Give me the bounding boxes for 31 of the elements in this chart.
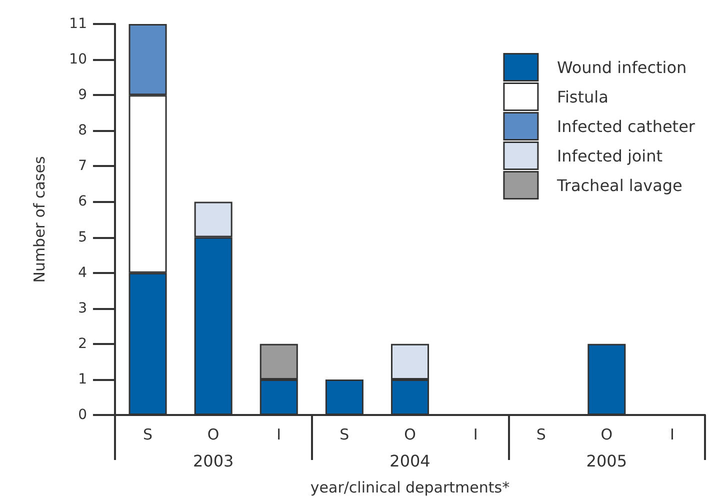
x-tick-label: O	[600, 426, 613, 444]
y-tick-label: 8	[78, 122, 87, 139]
x-tick-label: I	[473, 426, 478, 444]
legend-label: Fistula	[556, 87, 608, 106]
y-tick-label: 3	[78, 300, 87, 316]
x-tick-label: O	[207, 426, 220, 444]
text: 2004	[390, 452, 430, 470]
x-axis-title: year/clinical departments*	[310, 478, 510, 496]
legend-label: Infected catheter	[556, 116, 696, 136]
y-tick-label: 1	[78, 371, 87, 388]
x-tick-label: I	[276, 426, 282, 444]
x-tick-label: O	[404, 426, 416, 444]
text: 2005	[586, 452, 628, 470]
legend-label: Wound infection	[556, 58, 687, 77]
y-tick-label: 6	[78, 194, 88, 210]
y-tick-label: 11	[69, 16, 87, 32]
text: 2003	[192, 452, 234, 470]
legend-label: Infected joint	[556, 146, 663, 166]
x-tick-label: S	[340, 426, 350, 444]
y-tick-label: 2	[78, 336, 87, 352]
x-tick-label: S	[143, 426, 153, 444]
y-tick-label: 10	[69, 52, 87, 68]
y-tick-label: 0	[78, 407, 87, 423]
y-tick-label: 4	[78, 264, 88, 281]
x-tick-label: I	[670, 426, 674, 444]
y-tick-label: 5	[78, 229, 87, 246]
y-tick-label: 9	[78, 87, 87, 104]
legend-label: Tracheal lavage	[556, 176, 682, 195]
y-tick-label: 7	[78, 158, 87, 174]
y-axis-title: Number of cases	[30, 156, 48, 283]
x-tick-label: S	[536, 426, 546, 444]
